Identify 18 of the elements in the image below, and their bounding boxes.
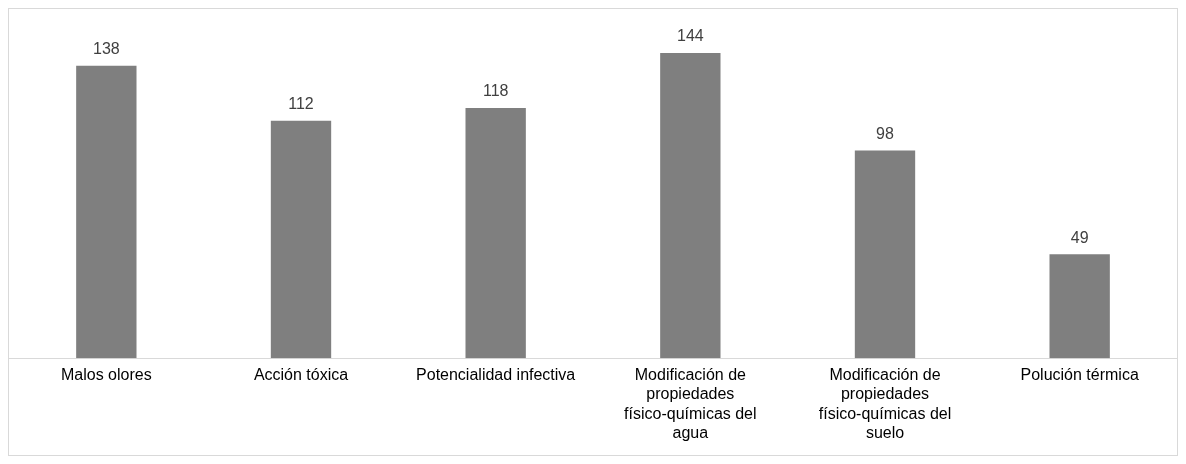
x-tick-label: Polución térmica [1020,366,1139,384]
bar [660,52,721,359]
x-tick-label: Acción tóxica [253,366,349,384]
bar [76,65,137,359]
data-label: 49 [1070,228,1089,246]
data-label: 118 [482,82,509,100]
bar [465,108,526,359]
data-label: 138 [92,40,120,58]
x-tick-label: Modificación de propiedades físico-químicas del suelo [818,366,952,441]
x-tick-label: Malos olores [60,366,152,384]
data-label: 144 [676,27,704,45]
bar [1049,254,1110,359]
x-tick-label: Potencialidad infectiva [416,366,576,384]
bar [270,120,332,359]
x-tick-label: Modificación de propiedades físico-químicas del agua [624,366,757,441]
data-label: 112 [288,95,314,113]
bar [854,150,916,359]
data-label: 98 [876,124,894,142]
